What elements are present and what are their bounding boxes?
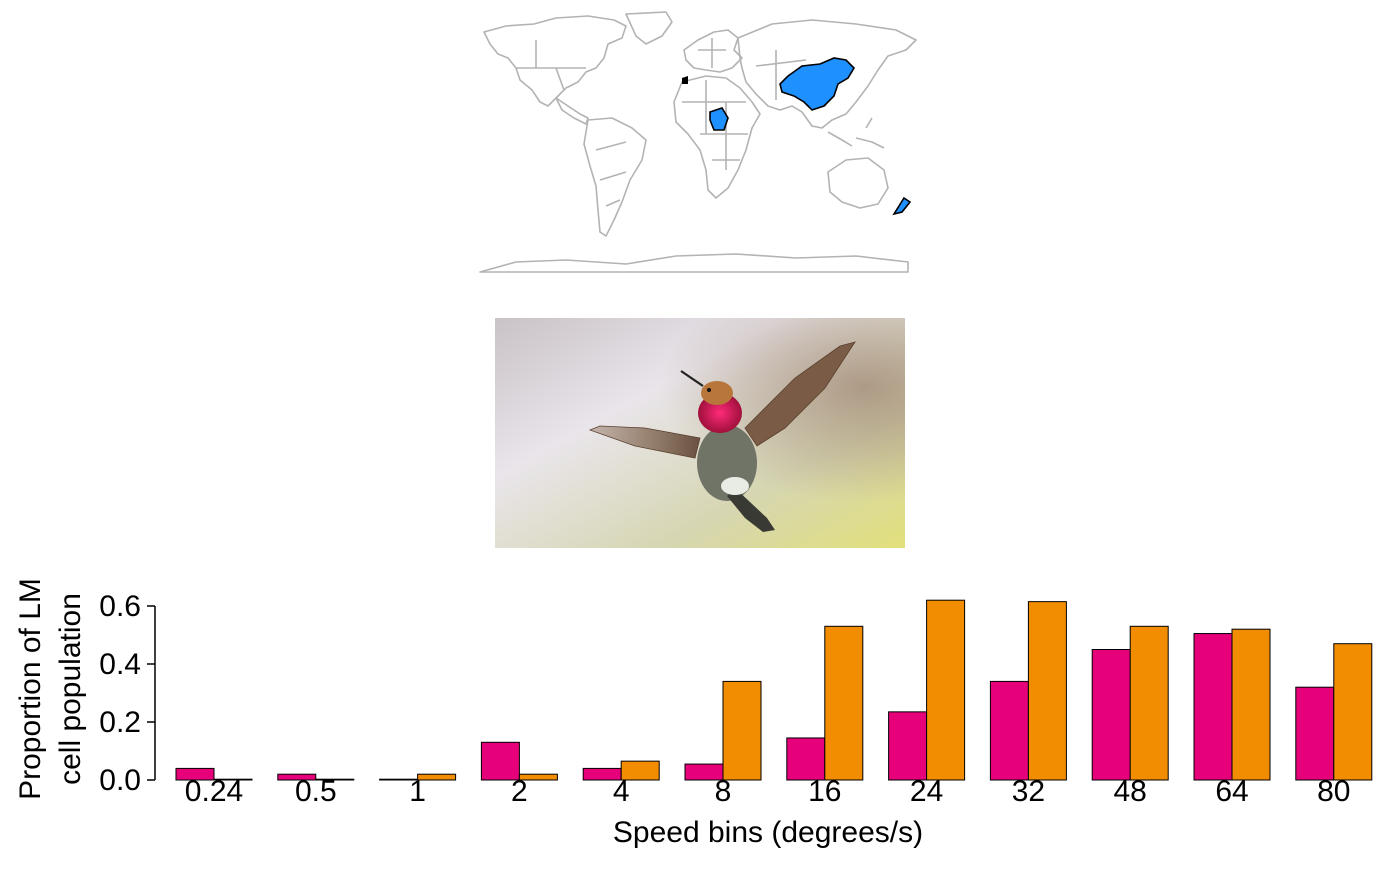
x-tick-label: 4: [613, 775, 630, 808]
bar-8-series-2: [722, 680, 762, 781]
central-america-outline: [555, 97, 589, 125]
bar-chart-svg: 0.00.20.40.6 0.24 0.5 1 2 4 8 16 24 32 48 64 80 Pro…: [14, 578, 1373, 849]
bar-32-series-2: [1027, 601, 1067, 781]
bar-16-series-2: [824, 625, 864, 781]
africa-borders: [682, 80, 748, 170]
bar-group: [175, 599, 1373, 781]
bar-16-series-1: [786, 737, 826, 781]
asia-outline: [737, 19, 917, 129]
bar-48-series-2: [1129, 625, 1169, 781]
x-tick-label: 64: [1215, 775, 1248, 808]
y-tick-label: 0.2: [99, 706, 141, 739]
x-tick-label: 32: [1012, 775, 1045, 808]
bar-32-series-1: [989, 680, 1029, 781]
bar-0_5-series-2: [315, 778, 355, 781]
europe-borders: [698, 38, 726, 68]
nigeria-highlight: [709, 107, 729, 131]
bird-tail: [727, 488, 775, 532]
bar-80-series-2: [1333, 643, 1373, 781]
bar-0_24-series-1: [175, 767, 215, 781]
x-tick-label: 48: [1114, 775, 1147, 808]
southeast-asia-islands: [827, 117, 885, 149]
x-axis-label: Speed bins (degrees/s): [613, 816, 923, 849]
x-tick-label: 0.5: [295, 775, 337, 808]
bird-eye: [707, 388, 711, 392]
west-africa-highlight: [682, 76, 688, 84]
bar-48-series-1: [1091, 649, 1131, 781]
x-tick-label: 24: [910, 775, 943, 808]
antarctica-outline: [479, 253, 909, 273]
y-axis: 0.0 0.2 0.4 0.6: [99, 590, 156, 797]
south-america-borders: [595, 141, 627, 207]
bar-24-series-1: [888, 711, 928, 781]
world-map-svg: [479, 11, 917, 273]
y-tick-label: 0.6: [99, 590, 141, 623]
x-tick-label: 16: [808, 775, 841, 808]
x-tick-label: 1: [409, 775, 426, 808]
bar-2-series-1: [480, 741, 520, 781]
bird-beak: [680, 370, 704, 387]
x-tick-label: 80: [1317, 775, 1350, 808]
bar-0_5-series-1: [277, 773, 317, 781]
bar-4-series-2: [620, 760, 660, 781]
bar-64-series-2: [1231, 628, 1271, 781]
bar-64-series-1: [1193, 633, 1233, 781]
africa-outline: [673, 75, 761, 199]
new-zealand-highlight: [892, 196, 912, 216]
y-axis-label-line-1: Proportion of LM: [14, 578, 47, 800]
bar-1-series-2: [417, 773, 457, 781]
hummingbird-photo: [495, 318, 905, 548]
bird-head: [701, 381, 733, 405]
bar-24-series-2: [926, 599, 966, 781]
x-tick-label: 0.24: [185, 775, 243, 808]
x-tick-label: 8: [715, 775, 732, 808]
north-america-borders: [516, 40, 586, 91]
australia-outline: [827, 157, 889, 209]
x-tick-labels: 0.24 0.5 1 2 4 8 16 24 32 48 64 80: [185, 775, 1351, 808]
y-axis-label-line-2: cell population: [54, 593, 87, 785]
world-map: [476, 10, 924, 278]
y-tick-label: 0.0: [99, 764, 141, 797]
bird-belly: [721, 477, 749, 495]
x-tick-label: 2: [511, 775, 528, 808]
bar-2-series-2: [518, 773, 558, 781]
speed-bin-chart: 0.0 0.2 0.4 0.6 0.24 0.5 1 2 4 8 16 24 32 48 64 80 Pro…: [0, 560, 1400, 865]
china-highlight: [779, 57, 856, 111]
hummingbird-photo-svg: [495, 318, 905, 548]
greenland-outline: [625, 11, 673, 45]
north-america-outline: [483, 15, 627, 107]
bar-0_24-series-2: [213, 778, 253, 781]
south-america-outline: [583, 117, 647, 237]
bird-right-wing: [744, 341, 856, 447]
bird-left-wing: [588, 425, 701, 459]
bar-80-series-1: [1295, 686, 1335, 781]
europe-outline: [683, 29, 743, 73]
y-tick-label: 0.4: [99, 648, 141, 681]
